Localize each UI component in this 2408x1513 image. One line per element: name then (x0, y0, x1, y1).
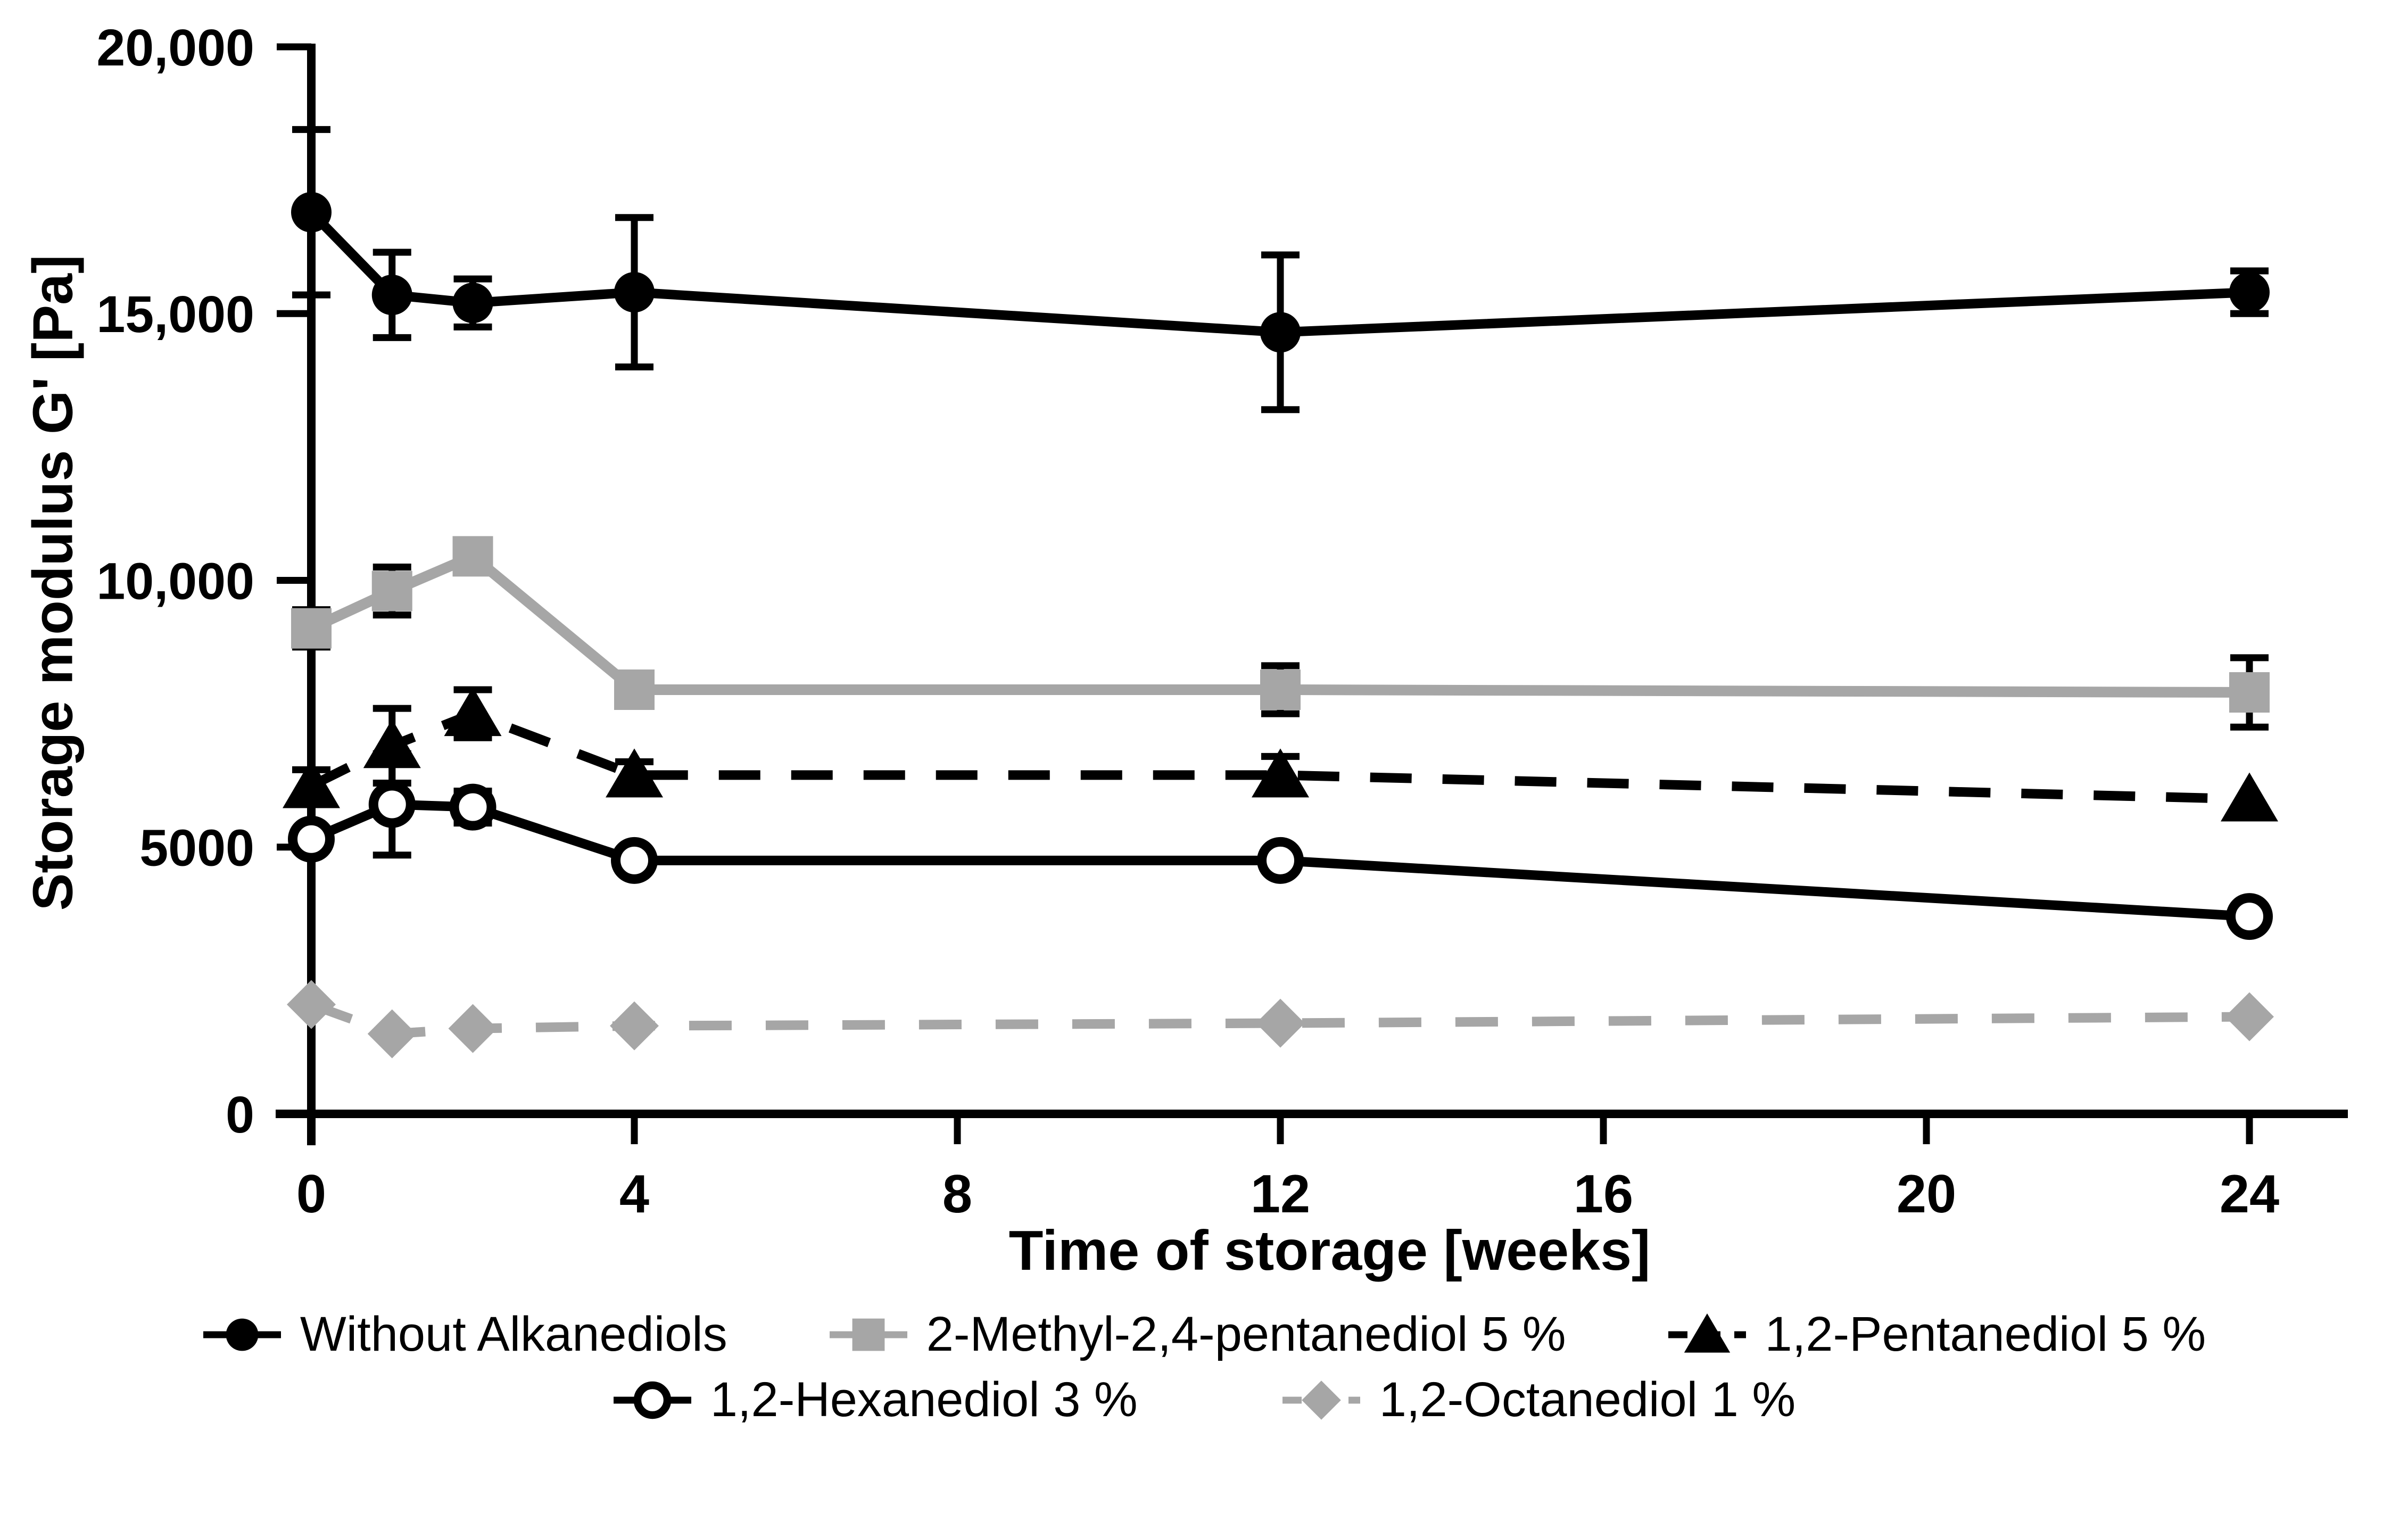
open-circle-marker (449, 783, 497, 831)
filled-diamond-marker (1301, 1380, 1341, 1420)
x-tick-label: 16 (1574, 1164, 1633, 1224)
filled-square-marker (291, 608, 332, 649)
filled-triangle-marker (444, 687, 502, 737)
filled-square-marker-icon (829, 1308, 908, 1361)
y-tick-label: 5000 (139, 819, 254, 877)
filled-square-marker (1260, 669, 1301, 710)
filled-triangle-marker (283, 759, 340, 808)
series-without-alkanediols (291, 126, 2270, 414)
filled-triangle-marker-icon (1667, 1308, 1747, 1361)
open-circle-marker (1257, 837, 1304, 884)
legend-item-without-alkanediols: Without Alkanediols (202, 1307, 727, 1362)
filled-circle-marker (614, 272, 655, 313)
x-tick-label: 8 (942, 1164, 972, 1224)
filled-square-marker (852, 1318, 885, 1351)
filled-triangle-marker (2221, 772, 2278, 822)
legend-marker-glyph (1668, 1313, 1746, 1353)
legend-row-2: 1,2-Hexanediol 3 % 1,2-Octanediol 1 % (0, 1372, 2408, 1428)
filled-square-marker (614, 669, 655, 710)
axes (276, 44, 2348, 1145)
filled-circle-marker-icon (202, 1308, 282, 1361)
legend-item-12-octanediol: 1,2-Octanediol 1 % (1281, 1372, 1795, 1428)
filled-diamond-marker (610, 1001, 659, 1051)
legend-marker-glyph (613, 1381, 691, 1419)
filled-diamond-marker (367, 1009, 417, 1059)
x-tick-label: 0 (296, 1164, 326, 1224)
open-circle-marker (633, 1381, 671, 1419)
legend-label: Without Alkanediols (300, 1307, 727, 1361)
tick-labels: 0 5000 10,000 15,000 20,000 0 4 8 12 16 20 24 (96, 19, 2279, 1224)
legend: Without Alkanediols 2-Methyl-2,4-pentane… (0, 1307, 2408, 1428)
series-1-2-hexanediol-3 (288, 750, 2273, 940)
legend-marker-glyph (203, 1318, 281, 1351)
filled-triangle-marker (1684, 1313, 1730, 1353)
tick-marks (277, 43, 2253, 1144)
series-1-2-octanediol-1 (287, 980, 2274, 1059)
filled-circle-marker (226, 1318, 259, 1351)
legend-label: 1,2-Pentanediol 5 % (1765, 1307, 2206, 1361)
legend-item-2-methyl-24-pentanediol: 2-Methyl-2,4-pentanediol 5 % (829, 1307, 1566, 1362)
legend-label: 1,2-Hexanediol 3 % (710, 1373, 1138, 1427)
filled-diamond-marker (448, 1004, 498, 1053)
open-circle-marker (611, 837, 658, 884)
x-axis-title: Time of storage [weeks] (1008, 1219, 1651, 1282)
legend-row-1: Without Alkanediols 2-Methyl-2,4-pentane… (0, 1307, 2408, 1362)
filled-circle-marker (2229, 272, 2270, 313)
filled-square-marker (2229, 672, 2270, 713)
x-tick-label: 20 (1897, 1164, 1956, 1224)
series-2-methyl-2-4-pentanediol-5 (291, 536, 2270, 731)
y-tick-label: 0 (226, 1086, 254, 1144)
filled-circle-marker (371, 275, 412, 316)
open-circle-marker (288, 815, 335, 863)
y-tick-label: 15,000 (96, 285, 254, 343)
filled-square-marker (371, 571, 412, 611)
legend-label: 1,2-Octanediol 1 % (1379, 1373, 1796, 1427)
filled-circle-marker (291, 192, 332, 233)
x-tick-label: 4 (619, 1164, 649, 1224)
filled-square-marker (452, 536, 493, 577)
filled-diamond-marker (1256, 998, 1305, 1048)
y-tick-label: 10,000 (96, 552, 254, 610)
legend-label: 2-Methyl-2,4-pentanediol 5 % (926, 1307, 1566, 1361)
filled-diamond-marker (287, 980, 336, 1029)
legend-item-12-pentanediol: 1,2-Pentanediol 5 % (1667, 1307, 2206, 1362)
filled-circle-marker (1260, 312, 1301, 353)
filled-triangle-marker (1252, 748, 1309, 798)
legend-marker-glyph (829, 1318, 907, 1351)
series-line (309, 1000, 2250, 1039)
legend-marker-glyph (1282, 1380, 1360, 1420)
filled-triangle-marker (606, 748, 663, 798)
y-axis-title: Storage modulus G' [Pa] (21, 254, 85, 911)
x-tick-label: 24 (2220, 1164, 2279, 1224)
legend-item-12-hexanediol: 1,2-Hexanediol 3 % (613, 1372, 1138, 1428)
filled-diamond-marker (2225, 992, 2274, 1041)
open-circle-marker (368, 781, 416, 828)
open-circle-marker (2226, 893, 2273, 940)
y-tick-label: 20,000 (96, 19, 254, 77)
x-tick-label: 12 (1251, 1164, 1310, 1224)
open-circle-marker-icon (613, 1374, 692, 1427)
filled-diamond-marker-icon (1281, 1374, 1361, 1427)
filled-circle-marker (452, 283, 493, 324)
